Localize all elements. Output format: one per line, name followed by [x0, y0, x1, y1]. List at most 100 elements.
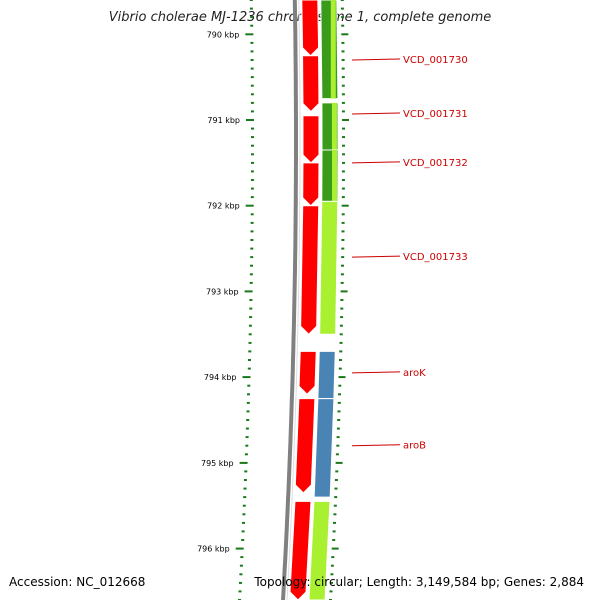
gene-label: VCD_001733 [403, 252, 468, 263]
major-tick-right [341, 204, 349, 207]
minor-tick-left [249, 273, 253, 276]
minor-tick-left [245, 436, 249, 439]
tick-label: 793 kbp [206, 287, 239, 296]
minor-tick-left [249, 307, 253, 310]
minor-tick-left [250, 221, 254, 224]
minor-tick-right [338, 367, 342, 370]
minor-tick-left [248, 350, 252, 353]
tick-label: 792 kbp [207, 202, 240, 211]
minor-tick-right [339, 341, 343, 344]
gene-label-leader [351, 444, 401, 447]
minor-tick-left [248, 324, 252, 327]
major-tick-right [338, 376, 346, 379]
gene-highlight [330, 0, 336, 99]
minor-tick-left [250, 196, 254, 199]
minor-tick-right [342, 153, 345, 156]
minor-tick-right [330, 573, 334, 576]
minor-tick-right [335, 470, 339, 473]
minor-tick-left [250, 50, 254, 53]
minor-tick-right [331, 556, 335, 559]
minor-tick-right [332, 530, 336, 533]
gene-track [308, 0, 339, 600]
forward-feature [302, 162, 320, 207]
minor-tick-right [338, 384, 342, 387]
minor-tick-left [249, 299, 253, 301]
minor-tick-right [341, 196, 345, 199]
gene-label-leader [351, 161, 401, 164]
minor-tick-left [242, 513, 246, 516]
minor-tick-left [246, 410, 250, 413]
scale-ticks: 790 kbp 791 kbp 792 kbp 793 kbp 794 kbp 795 k… [197, 0, 349, 600]
minor-tick-right [341, 256, 345, 259]
minor-tick-left [248, 333, 252, 336]
minor-tick-left [250, 110, 254, 113]
minor-tick-left [250, 41, 254, 44]
accession-text: Accession: NC_012668 [9, 575, 146, 589]
minor-tick-right [341, 50, 345, 53]
gene-label: VCD_001731 [403, 109, 468, 120]
major-tick-left [242, 376, 251, 379]
minor-tick-left [251, 127, 254, 130]
minor-tick-right [333, 513, 337, 516]
minor-tick-right [340, 307, 344, 310]
minor-tick-right [340, 7, 344, 10]
minor-tick-left [250, 179, 254, 181]
minor-tick-right [341, 170, 345, 173]
minor-tick-left [238, 590, 242, 593]
minor-tick-right [342, 127, 345, 130]
minor-tick-left [241, 539, 245, 541]
minor-tick-right [341, 59, 345, 61]
minor-tick-right [342, 161, 345, 164]
minor-tick-right [330, 581, 333, 584]
minor-tick-left [248, 359, 251, 361]
minor-tick-left [249, 281, 253, 284]
forward-feature [294, 398, 316, 494]
minor-tick-left [249, 0, 253, 1]
minor-tick-left [248, 341, 252, 344]
minor-tick-right [340, 273, 344, 276]
forward-feature [302, 115, 320, 164]
minor-tick-left [251, 144, 254, 147]
forward-track [289, 0, 320, 600]
minor-tick-right [341, 41, 345, 44]
minor-tick-left [246, 401, 250, 404]
minor-tick-right [342, 136, 345, 139]
minor-tick-right [340, 0, 344, 1]
minor-tick-left [250, 101, 254, 104]
minor-tick-right [334, 487, 338, 490]
gene-feature [319, 200, 339, 335]
minor-tick-left [250, 93, 254, 96]
minor-tick-right [332, 539, 336, 541]
minor-tick-right [339, 333, 343, 336]
minor-tick-left [247, 384, 251, 387]
minor-tick-right [341, 230, 345, 233]
gene-label-leader [351, 371, 401, 374]
minor-tick-left [250, 213, 254, 216]
minor-tick-left [243, 496, 247, 499]
minor-tick-left [243, 487, 247, 490]
major-tick-right [335, 461, 343, 464]
major-tick-left [245, 204, 254, 207]
minor-tick-right [341, 67, 345, 70]
forward-feature [301, 0, 320, 57]
minor-tick-right [341, 247, 345, 250]
tick-label: 795 kbp [201, 459, 234, 468]
gene-label: aroB [403, 441, 426, 452]
gene-feature [313, 398, 335, 498]
minor-tick-right [337, 419, 341, 421]
major-tick-right [331, 547, 339, 550]
minor-tick-right [337, 401, 341, 404]
map-title: Vibrio cholerae MJ-1236 chromosome 1, co… [108, 10, 492, 25]
minor-tick-right [341, 187, 345, 190]
minor-tick-right [333, 521, 336, 524]
minor-tick-right [341, 16, 345, 19]
minor-tick-right [341, 264, 344, 267]
minor-tick-left [250, 247, 254, 250]
forward-feature [298, 350, 317, 395]
gene-label-leader [351, 58, 401, 61]
minor-tick-left [250, 187, 254, 190]
minor-tick-left [241, 530, 245, 533]
minor-tick-right [333, 504, 337, 507]
major-tick-left [246, 119, 254, 121]
minor-tick-right [336, 444, 340, 447]
